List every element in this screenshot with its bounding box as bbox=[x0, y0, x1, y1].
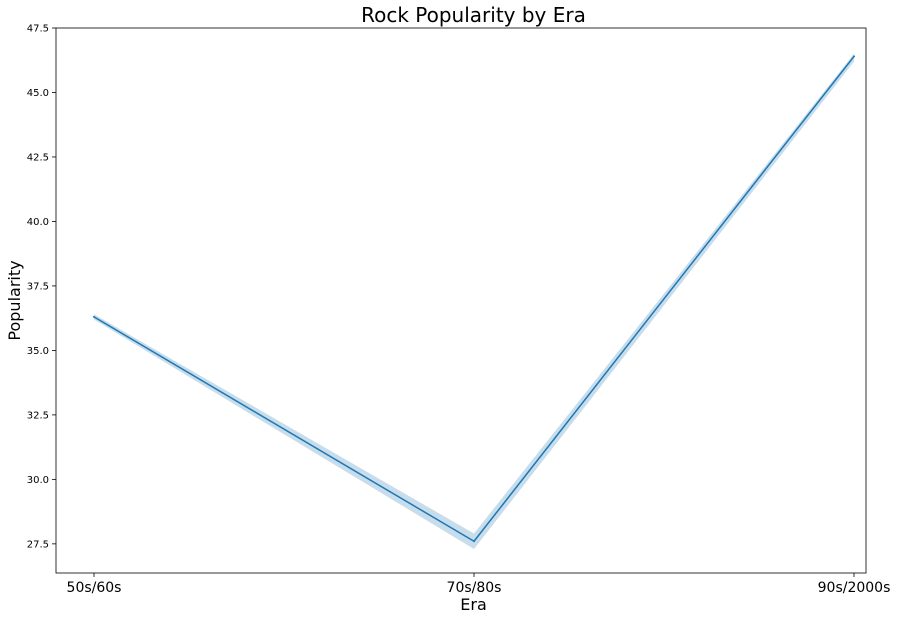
data-point bbox=[93, 315, 95, 318]
y-tick-label: 47.5 bbox=[27, 24, 49, 35]
series-line bbox=[93, 55, 855, 543]
y-axis: 27.5 30.0 32.5 35.0 37.5 40.0 42.5 45.0 47.5 bbox=[27, 24, 56, 550]
plot-area-frame bbox=[55, 27, 867, 574]
y-tick-label: 40.0 bbox=[27, 217, 49, 228]
chart-title: Rock Popularity by Era bbox=[361, 3, 586, 27]
y-tick-label: 32.5 bbox=[27, 410, 49, 421]
x-tick-label: 90s/2000s bbox=[818, 580, 891, 596]
data-point bbox=[853, 55, 855, 58]
y-tick-label: 35.0 bbox=[27, 346, 49, 357]
x-tick-label: 50s/60s bbox=[67, 580, 122, 596]
data-point bbox=[473, 540, 475, 543]
y-tick-label: 37.5 bbox=[27, 281, 49, 292]
confidence-band bbox=[94, 53, 854, 550]
x-axis: 50s/60s 70s/80s 90s/2000s bbox=[67, 573, 891, 596]
y-tick-label: 42.5 bbox=[27, 152, 49, 163]
series-layer bbox=[93, 53, 855, 550]
y-tick-label: 27.5 bbox=[27, 539, 49, 550]
y-tick-label: 30.0 bbox=[27, 475, 49, 486]
y-tick-label: 45.0 bbox=[27, 88, 49, 99]
y-axis-label: Popularity bbox=[5, 260, 24, 340]
x-axis-label: Era bbox=[460, 595, 487, 614]
x-tick-label: 70s/80s bbox=[447, 580, 502, 596]
